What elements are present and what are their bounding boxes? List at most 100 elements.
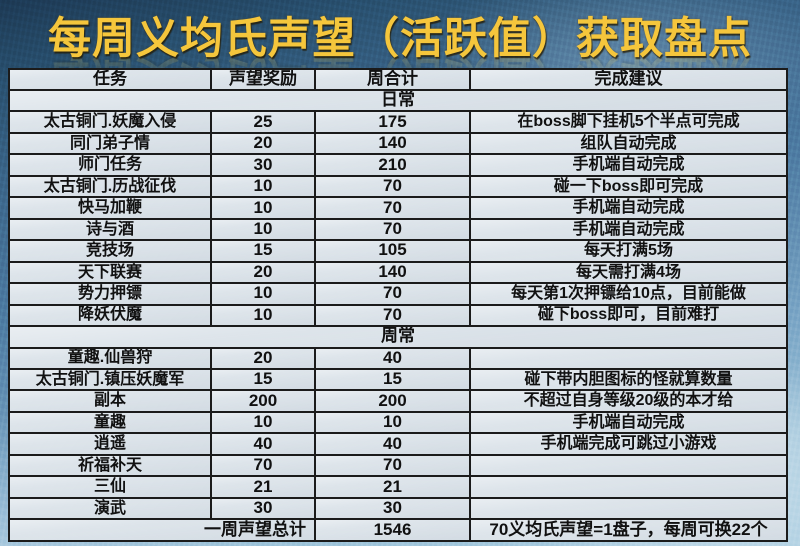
reward-cell: 10 [210, 303, 316, 328]
weekly-total-cell: 40 [314, 432, 471, 456]
weekly-total-cell: 70 [314, 303, 471, 328]
reward-cell: 200 [210, 389, 316, 413]
tip-cell: 碰下带内胆图标的怪就算数量 [469, 367, 788, 392]
weekly-total-cell: 175 [314, 110, 471, 134]
tip-cell: 每天需打满4场 [469, 260, 788, 285]
footer-exchange-note: 70义均氏声望=1盘子，每周可换22个 [469, 518, 788, 542]
weekly-total-cell: 70 [314, 217, 471, 242]
table-row: 副本 200 200 不超过自身等级20级的本才给 [8, 389, 788, 413]
weekly-total-cell: 140 [314, 131, 471, 156]
table-row: 同门弟子情 20 140 组队自动完成 [8, 131, 788, 156]
tip-cell: 不超过自身等级20级的本才给 [469, 389, 788, 413]
weekly-total-cell: 70 [314, 196, 471, 220]
column-header-3: 完成建议 [469, 68, 788, 91]
column-header-1: 声望奖励 [210, 68, 316, 91]
footer-total-label: 一周声望总计 [8, 518, 316, 542]
table-row: 童趣 10 10 手机端自动完成 [8, 410, 788, 435]
reward-cell: 30 [210, 496, 316, 521]
page-title: 每周义均氏声望（活跃值）获取盘点 [48, 15, 752, 63]
reward-cell: 15 [210, 239, 316, 263]
table-row: 太古铜门.镇压妖魔军 15 15 碰下带内胆图标的怪就算数量 [8, 367, 788, 392]
task-cell: 天下联赛 [8, 260, 212, 285]
weekly-total-cell: 40 [314, 346, 471, 371]
table-header: 任务 声望奖励 周合计 完成建议 [8, 68, 788, 91]
task-cell: 诗与酒 [8, 217, 212, 242]
task-cell: 童趣.仙兽狩 [8, 346, 212, 371]
task-cell: 太古铜门.历战征伐 [8, 174, 212, 199]
header-row: 任务 声望奖励 周合计 完成建议 [8, 68, 788, 91]
table-row: 诗与酒 10 70 手机端自动完成 [8, 217, 788, 242]
table-row: 三仙 21 21 [8, 475, 788, 499]
task-cell: 同门弟子情 [8, 131, 212, 156]
section-row: 日常 [8, 88, 788, 113]
weekly-total-cell: 15 [314, 367, 471, 392]
reward-cell: 10 [210, 217, 316, 242]
weekly-total-cell: 200 [314, 389, 471, 413]
table-row: 演武 30 30 [8, 496, 788, 521]
table-row: 童趣.仙兽狩 20 40 [8, 346, 788, 371]
table-row: 势力押镖 10 70 每天第1次押镖给10点，目前能做 [8, 282, 788, 306]
tip-cell: 手机端自动完成 [469, 196, 788, 220]
reward-cell: 10 [210, 282, 316, 306]
weekly-total-cell: 70 [314, 282, 471, 306]
task-cell: 太古铜门.妖魔入侵 [8, 110, 212, 134]
tip-cell: 在boss脚下挂机5个半点可完成 [469, 110, 788, 134]
task-cell: 演武 [8, 496, 212, 521]
reward-cell: 10 [210, 174, 316, 199]
reward-cell: 10 [210, 410, 316, 435]
reward-cell: 21 [210, 475, 316, 499]
table-row: 师门任务 30 210 手机端自动完成 [8, 153, 788, 177]
tip-cell: 每天打满5场 [469, 239, 788, 263]
table-row: 逍遥 40 40 手机端完成可跳过小游戏 [8, 432, 788, 456]
weekly-total-cell: 105 [314, 239, 471, 263]
reward-cell: 20 [210, 131, 316, 156]
task-cell: 三仙 [8, 475, 212, 499]
tip-cell [469, 496, 788, 521]
table-row: 祈福补天 70 70 [8, 453, 788, 478]
table-row: 快马加鞭 10 70 手机端自动完成 [8, 196, 788, 220]
task-cell: 副本 [8, 389, 212, 413]
footer-total-value: 1546 [314, 518, 471, 542]
reward-cell: 10 [210, 196, 316, 220]
task-cell: 降妖伏魔 [8, 303, 212, 328]
tip-cell: 手机端完成可跳过小游戏 [469, 432, 788, 456]
reward-cell: 15 [210, 367, 316, 392]
tip-cell: 手机端自动完成 [469, 217, 788, 242]
task-cell: 逍遥 [8, 432, 212, 456]
reward-cell: 70 [210, 453, 316, 478]
tip-cell [469, 475, 788, 499]
weekly-total-cell: 140 [314, 260, 471, 285]
task-cell: 太古铜门.镇压妖魔军 [8, 367, 212, 392]
tip-cell: 每天第1次押镖给10点，目前能做 [469, 282, 788, 306]
reward-cell: 40 [210, 432, 316, 456]
section-label: 周常 [8, 324, 788, 349]
section-label: 日常 [8, 88, 788, 113]
reward-cell: 25 [210, 110, 316, 134]
tip-cell: 手机端自动完成 [469, 153, 788, 177]
weekly-total-cell: 210 [314, 153, 471, 177]
section-row: 周常 [8, 324, 788, 349]
weekly-total-cell: 21 [314, 475, 471, 499]
weekly-total-cell: 70 [314, 453, 471, 478]
table-row: 天下联赛 20 140 每天需打满4场 [8, 260, 788, 285]
reward-cell: 30 [210, 153, 316, 177]
tip-cell: 组队自动完成 [469, 131, 788, 156]
task-cell: 祈福补天 [8, 453, 212, 478]
task-cell: 师门任务 [8, 153, 212, 177]
footer-row: 一周声望总计 1546 70义均氏声望=1盘子，每周可换22个 [8, 518, 788, 542]
table-body: 日常 太古铜门.妖魔入侵 25 175 在boss脚下挂机5个半点可完成 同门弟子情 20 1… [8, 88, 788, 542]
weekly-total-cell: 30 [314, 496, 471, 521]
tip-cell [469, 346, 788, 371]
task-cell: 快马加鞭 [8, 196, 212, 220]
tip-cell [469, 453, 788, 478]
reward-cell: 20 [210, 346, 316, 371]
table-row: 降妖伏魔 10 70 碰下boss即可，目前难打 [8, 303, 788, 328]
task-cell: 童趣 [8, 410, 212, 435]
table-row: 太古铜门.历战征伐 10 70 碰一下boss即可完成 [8, 174, 788, 199]
reward-cell: 20 [210, 260, 316, 285]
tip-cell: 手机端自动完成 [469, 410, 788, 435]
column-header-2: 周合计 [314, 68, 471, 91]
weekly-total-cell: 70 [314, 174, 471, 199]
task-cell: 竞技场 [8, 239, 212, 263]
column-header-0: 任务 [8, 68, 212, 91]
